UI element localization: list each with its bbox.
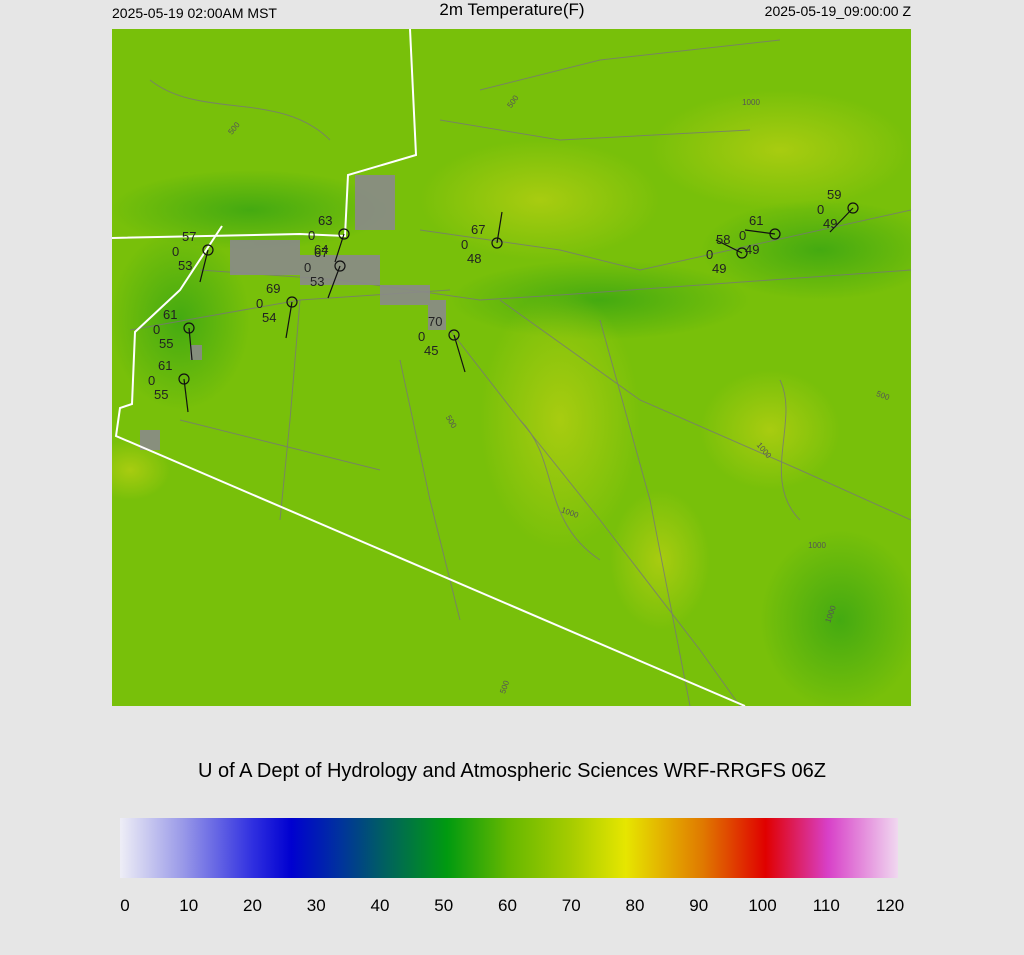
colorbar-tick-label: 120 bbox=[876, 896, 904, 915]
station-dewpoint: 55 bbox=[154, 387, 168, 402]
station-dewpoint: 49 bbox=[745, 242, 759, 257]
colorbar-tick-label: 90 bbox=[689, 896, 708, 915]
station-pressure: 0 bbox=[739, 228, 746, 243]
contour-label: 1000 bbox=[742, 98, 760, 107]
station-dewpoint: 49 bbox=[712, 261, 726, 276]
map-title: 2m Temperature(F) bbox=[439, 0, 584, 19]
colorbar-tick-label: 80 bbox=[626, 896, 645, 915]
station-circle bbox=[286, 296, 298, 308]
station-circle bbox=[847, 202, 859, 214]
station-temp: 59 bbox=[827, 187, 841, 202]
station-temp: 61 bbox=[163, 307, 177, 322]
footer-credit: U of A Dept of Hydrology and Atmospheric… bbox=[198, 760, 826, 782]
station-circle bbox=[334, 260, 346, 272]
colorbar-tick-label: 30 bbox=[307, 896, 326, 915]
station-pressure: 0 bbox=[304, 260, 311, 275]
colorbar-tick-label: 70 bbox=[562, 896, 581, 915]
station-dewpoint: 48 bbox=[467, 251, 481, 266]
colorbar-tick-label: 100 bbox=[748, 896, 776, 915]
station-circle bbox=[202, 244, 214, 256]
station-pressure: 0 bbox=[418, 329, 425, 344]
colorbar-tick-label: 110 bbox=[813, 896, 840, 915]
colorbar-tick-label: 0 bbox=[120, 896, 129, 915]
valid-time-local: 2025-05-19 02:00AM MST bbox=[112, 5, 277, 21]
station-dewpoint: 64 bbox=[314, 242, 328, 257]
station-plots: 5705363064670536905461055610556704870045… bbox=[148, 187, 859, 413]
station-circle bbox=[448, 329, 460, 341]
station-temp: 70 bbox=[428, 314, 442, 329]
station-circle bbox=[769, 228, 781, 240]
station-pressure: 0 bbox=[461, 237, 468, 252]
wind-barb bbox=[285, 301, 293, 339]
station-circle bbox=[338, 228, 350, 240]
station-pressure: 0 bbox=[148, 373, 155, 388]
colorbar-tick-label: 20 bbox=[243, 896, 262, 915]
station-dewpoint: 55 bbox=[159, 336, 173, 351]
station-pressure: 0 bbox=[172, 244, 179, 259]
station-pressure: 0 bbox=[256, 296, 263, 311]
station-dewpoint: 54 bbox=[262, 310, 276, 325]
map bbox=[112, 29, 911, 706]
station-pressure: 0 bbox=[308, 228, 315, 243]
colorbar-tick-label: 60 bbox=[498, 896, 517, 915]
station-circle bbox=[736, 247, 748, 259]
contour-label: 500 bbox=[875, 389, 891, 402]
station-pressure: 0 bbox=[817, 202, 824, 217]
colorbar-ticks: 0 10 20 30 40 50 60 70 80 90 100 110 120 bbox=[120, 896, 904, 915]
wind-barb bbox=[453, 334, 466, 373]
station-temp: 58 bbox=[716, 232, 730, 247]
station-dewpoint: 49 bbox=[823, 216, 837, 231]
station-pressure: 0 bbox=[153, 322, 160, 337]
station-circle bbox=[491, 237, 503, 249]
contour-label: 1000 bbox=[808, 541, 826, 550]
station-circle bbox=[178, 373, 190, 385]
station-temp: 63 bbox=[318, 213, 332, 228]
station-temp: 69 bbox=[266, 281, 280, 296]
station-dewpoint: 45 bbox=[424, 343, 438, 358]
colorbar bbox=[120, 818, 898, 878]
station-temp: 61 bbox=[158, 358, 172, 373]
colorbar-tick-label: 10 bbox=[179, 896, 198, 915]
station-dewpoint: 53 bbox=[310, 274, 324, 289]
station-circle bbox=[183, 322, 195, 334]
wind-barb bbox=[327, 265, 341, 299]
station-pressure: 0 bbox=[706, 247, 713, 262]
station-temp: 61 bbox=[749, 213, 763, 228]
colorbar-tick-label: 50 bbox=[434, 896, 453, 915]
colorbar-tick-label: 40 bbox=[371, 896, 390, 915]
station-temp: 57 bbox=[182, 229, 196, 244]
station-dewpoint: 53 bbox=[178, 258, 192, 273]
valid-time-utc: 2025-05-19_09:00:00 Z bbox=[765, 3, 912, 19]
contour-label: 500 bbox=[498, 679, 511, 695]
station-temp: 67 bbox=[471, 222, 485, 237]
station-temp: 67 bbox=[314, 245, 328, 260]
